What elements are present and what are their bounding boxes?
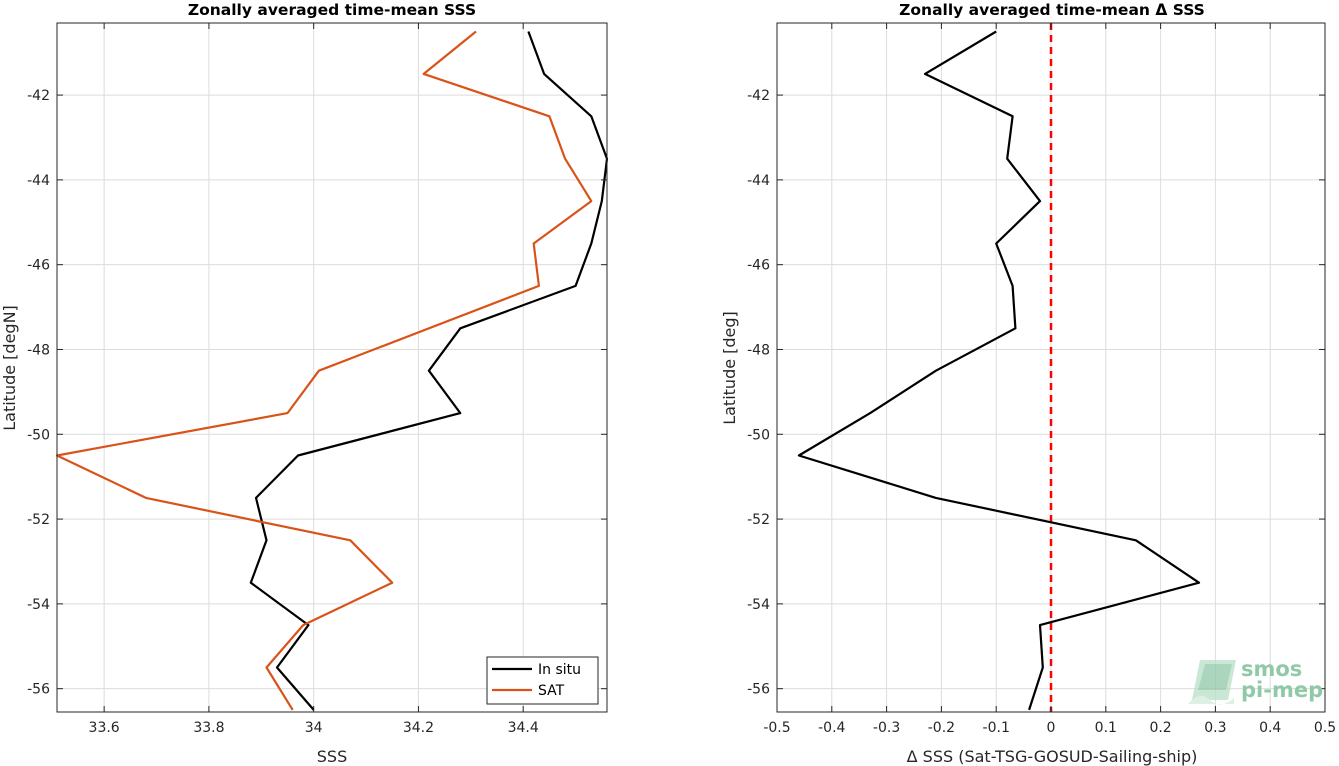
left-chart-title: Zonally averaged time-mean SSS [188, 1, 476, 19]
left-series-line-sat [55, 30, 593, 711]
right-x-tick-label: -0.1 [983, 720, 1010, 736]
left-x-tick-label: 33.8 [193, 720, 224, 736]
right-x-tick-label: 0.4 [1259, 720, 1281, 736]
logo-wave-icon [1188, 660, 1236, 705]
left-y-tick-label: -46 [27, 258, 50, 274]
right-y-tick-labels: -42 -44 -46 -48 -50 -52 -54 -56 [747, 88, 770, 698]
right-x-tick-label: 0.5 [1314, 720, 1336, 736]
right-y-tick-label: -54 [747, 597, 770, 613]
left-x-tick-label: 33.6 [89, 720, 120, 736]
legend-box [486, 656, 599, 705]
right-x-tick-label: 0.2 [1149, 720, 1171, 736]
right-x-tick-label: -0.2 [928, 720, 955, 736]
right-y-tick-label: -46 [747, 258, 770, 274]
right-y-axis-label: Latitude [deg] [720, 311, 739, 425]
right-x-axis-label: Δ SSS (Sat-TSG-GOSUD-Sailing-ship) [907, 747, 1198, 766]
left-y-tick-label: -42 [27, 88, 50, 104]
legend-label-in-situ: In situ [538, 662, 581, 678]
legend-label-sat: SAT [538, 683, 565, 699]
logo-text-smos: smos [1241, 657, 1302, 681]
left-x-tick-label: 34.2 [403, 720, 434, 736]
legend: In situ SAT [486, 656, 599, 705]
left-y-tick-label: -54 [27, 597, 50, 613]
left-x-tick-labels: 33.6 33.8 34 34.2 34.4 [89, 720, 539, 736]
left-chart: 33.6 33.8 34 34.2 34.4 -42 -44 -46 -48 -50 -52 -54… [0, 1, 609, 766]
right-y-tick-label: -52 [747, 512, 770, 528]
right-tick-marks [776, 23, 1326, 712]
logo-text-pimep: pi-mep [1241, 678, 1323, 702]
left-series-lines [55, 30, 609, 711]
left-x-axis-label: SSS [317, 747, 347, 766]
right-chart-title: Zonally averaged time-mean Δ SSS [899, 1, 1205, 19]
right-x-tick-label: 0.1 [1095, 720, 1117, 736]
right-chart: -0.5 -0.4 -0.3 -0.2 -0.1 0 0.1 0.2 0.3 0.4 0.5 -42… [720, 1, 1336, 766]
right-x-tick-label: 0.3 [1204, 720, 1226, 736]
left-y-tick-label: -50 [27, 427, 50, 443]
left-y-tick-label: -44 [27, 173, 50, 189]
right-x-tick-label: 0 [1047, 720, 1056, 736]
right-x-tick-label: -0.3 [873, 720, 900, 736]
left-series-line-in-situ [249, 31, 609, 711]
right-y-tick-label: -48 [747, 342, 770, 358]
right-y-tick-label: -42 [747, 88, 770, 104]
left-y-tick-label: -48 [27, 342, 50, 358]
smos-pimep-logo: smos pi-mep [1188, 657, 1323, 705]
right-series-line-delta-sss [797, 30, 1201, 711]
left-plot-area [57, 23, 607, 712]
left-y-axis-label: Latitude [degN] [0, 305, 19, 431]
right-x-tick-label: -0.5 [763, 720, 790, 736]
right-y-tick-label: -56 [747, 682, 770, 698]
right-y-tick-label: -44 [747, 173, 770, 189]
right-series-lines [797, 30, 1201, 711]
left-y-tick-labels: -42 -44 -46 -48 -50 -52 -54 -56 [27, 88, 50, 698]
left-x-tick-label: 34.4 [508, 720, 539, 736]
left-x-tick-label: 34 [305, 720, 323, 736]
left-y-tick-label: -56 [27, 682, 50, 698]
left-tick-marks [57, 23, 607, 712]
left-plot-frame [56, 22, 608, 713]
left-y-tick-label: -52 [27, 512, 50, 528]
right-y-tick-label: -50 [747, 427, 770, 443]
right-x-tick-label: -0.4 [818, 720, 845, 736]
right-x-tick-labels: -0.5 -0.4 -0.3 -0.2 -0.1 0 0.1 0.2 0.3 0.4 0.5 [763, 720, 1336, 736]
